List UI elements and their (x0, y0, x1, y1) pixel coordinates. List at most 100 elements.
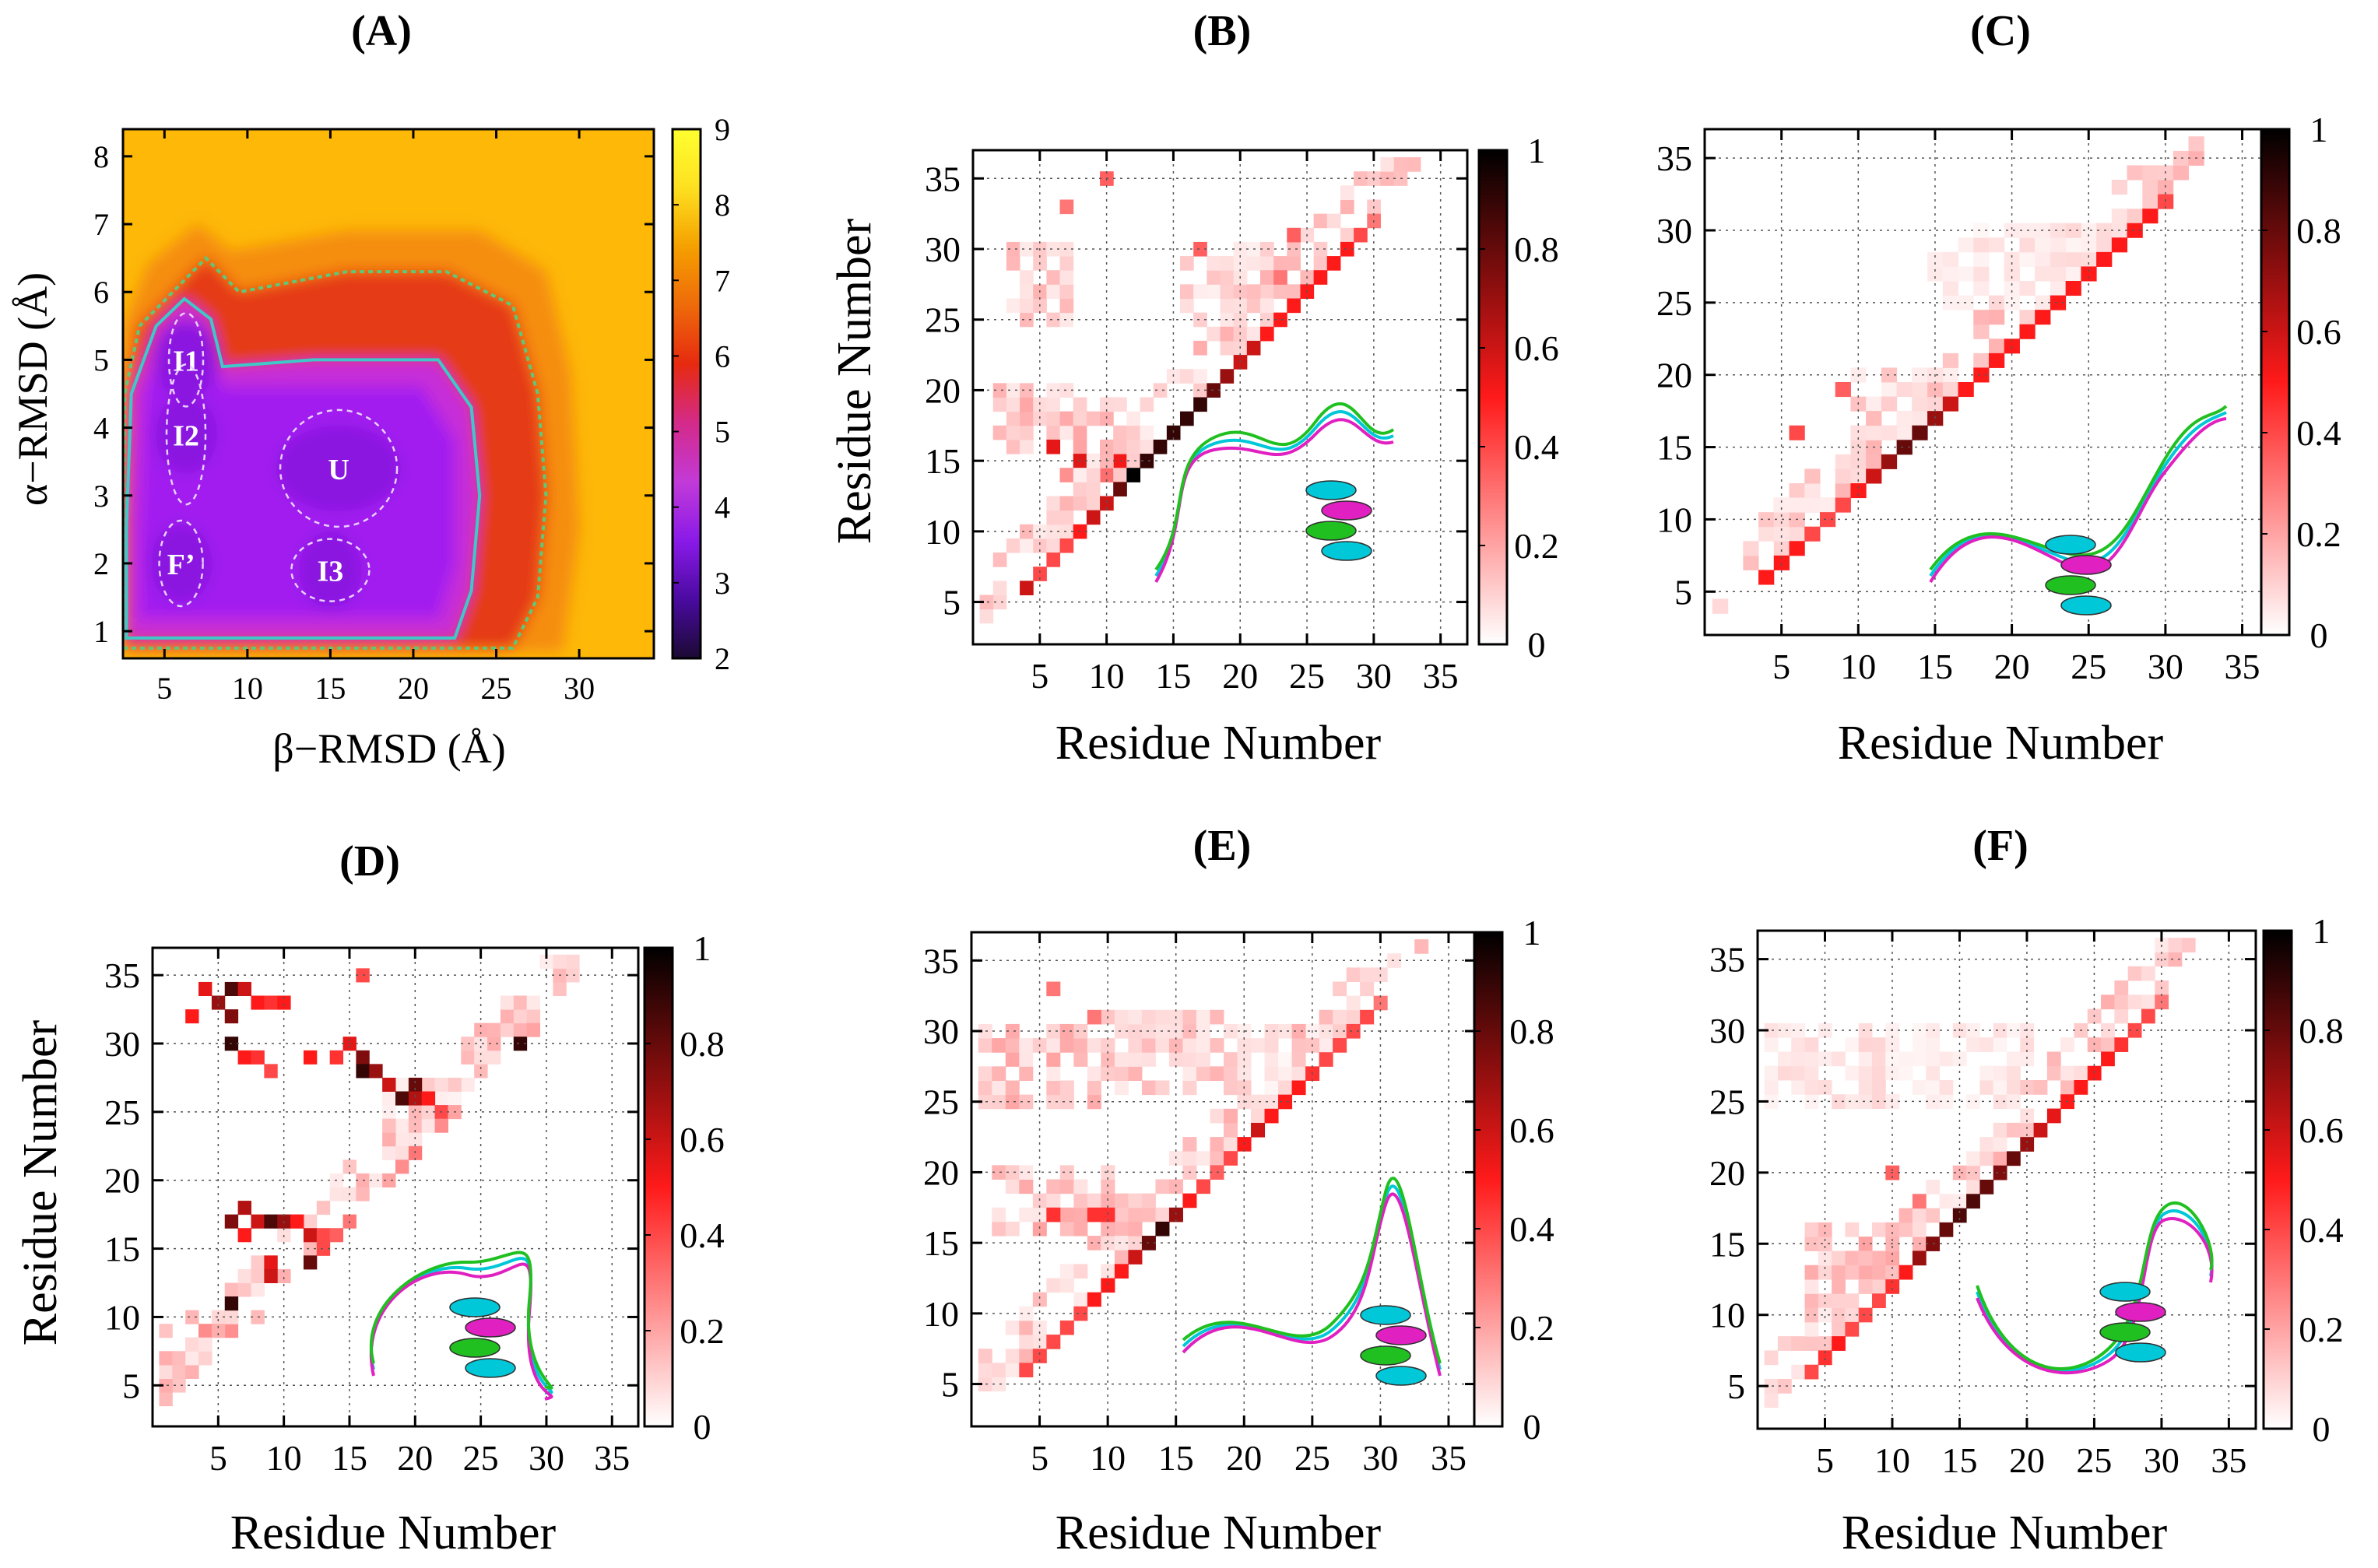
panel-b-contact-cell (1140, 425, 1154, 440)
panel-a-frame (121, 128, 655, 660)
panel-f-contact-cell (1872, 1080, 1886, 1095)
panel-e-contact-cell (1059, 1221, 1074, 1237)
panel-e-contact-cell (1141, 1080, 1156, 1096)
panel-a-x-tick-label: 25 (481, 671, 512, 706)
panel-f-x-tick-label: 20 (2009, 1440, 2045, 1480)
panel-f-contact-cell (1899, 1065, 1913, 1081)
panel-e-contact-cell (1251, 1094, 1266, 1110)
panel-a-y-tick-label: 4 (93, 411, 109, 446)
panel-f-contact-cell (1993, 1151, 2007, 1166)
panel-d-contact-cell (251, 1255, 265, 1270)
panel-e-x-tick-label: 35 (1431, 1438, 1466, 1478)
panel-d-contact-cell (421, 1105, 436, 1120)
panel-b-contact-cell (1046, 270, 1061, 285)
panel-f-contact-cell (2060, 1037, 2074, 1052)
panel-b-contact-cell (1100, 439, 1114, 454)
panel-e-contact-cell (1264, 1066, 1279, 1081)
panel-c-contact-cell (1850, 454, 1867, 469)
panel-c-contact-cell (1773, 512, 1790, 528)
panel-b-contact-cell (1113, 468, 1127, 482)
panel-b-y-tick-label: 10 (925, 512, 961, 552)
panel-f-y-tick-label: 20 (1709, 1153, 1745, 1193)
panel-e-diagonal-cell (1346, 1023, 1361, 1039)
panel-f-contact-cell (2168, 938, 2183, 952)
panel-f-grid (1758, 931, 2256, 1429)
panel-e-contact-cell (1141, 1009, 1156, 1025)
panel-b-diagonal-cell (1020, 581, 1034, 595)
panel-e-contact-cell (1005, 1094, 1020, 1110)
panel-f-contact-cell (1926, 1208, 1941, 1223)
panel-f-contact-cell (1979, 1065, 1994, 1081)
panel-d-diagonal-cell (382, 1173, 396, 1187)
panel-a-x-axis-label: β−RMSD (Å) (272, 725, 505, 772)
panel-e-contact-cell (1155, 1207, 1170, 1222)
panel-c-diagonal-cell (1989, 353, 2005, 368)
panel-d-contact-cell (172, 1364, 186, 1379)
panel-b-contact-cell (1086, 482, 1101, 496)
panel-d-contact-cell (513, 995, 528, 1010)
panel-c-contact-hotspot (1835, 382, 1851, 398)
panel-a-colorbar-tick-label: 9 (715, 112, 730, 147)
panel-d-diagonal-cell (434, 1118, 448, 1133)
panel-f-contact-cell (1993, 1094, 2007, 1110)
panel-e-contact-cell (1182, 1009, 1197, 1025)
panel-c-contact-cell (2004, 266, 2020, 282)
panel-f-contact-cell (1764, 1379, 1779, 1394)
panel-f-contact-cell (2007, 1080, 2021, 1095)
panel-b-diagonal-cell (1246, 340, 1261, 356)
panel-f-contact-cell (1885, 1065, 1900, 1081)
panel-c-x-tick-label: 5 (1772, 647, 1790, 686)
panel-f-diagonal-cell (2127, 1023, 2142, 1038)
panel-d-contact-cell (474, 1037, 488, 1051)
panel-a-basin-outline (158, 519, 204, 608)
panel-b-contact-cell (1259, 270, 1274, 285)
panel-b-contact-cell (1259, 284, 1274, 299)
panel-b-x-tick-label: 20 (1222, 656, 1258, 696)
panel-b-contact-cell (1020, 312, 1034, 328)
panel-d-colorbar-gradient (643, 946, 674, 1428)
panel-d-contact-cell (316, 1201, 331, 1215)
panel-c-contact-cell (1804, 468, 1821, 484)
panel-c-contact-cell (1973, 266, 1990, 282)
panel-b-contact-cell (1100, 468, 1114, 482)
panel-c-y-tick-label: 20 (1656, 356, 1692, 395)
panel-e-contact-cell (1128, 1221, 1143, 1237)
panel-f-colorbar-tick-label: 0 (2313, 1409, 2331, 1449)
panel-e-contact-cell (1128, 1066, 1143, 1081)
panel-f-colorbar-tick-label: 0.6 (2299, 1110, 2344, 1150)
panel-b-contact-cell (1220, 298, 1235, 314)
panel-f-diagonal-cell (1832, 1336, 1846, 1351)
panel-f-contact-cell (2114, 980, 2129, 995)
panel-a-x-tick-label: 5 (156, 671, 172, 706)
panel-c-contact-cell (1866, 396, 1882, 412)
panel-e-contact-cell (992, 1094, 1006, 1110)
panel-d-contact-hotspot (329, 1050, 344, 1065)
panel-d-contact-hotspot (237, 1201, 251, 1215)
panel-d-contact-cell (539, 954, 553, 969)
panel-e-diagonal-cell (1032, 1349, 1047, 1363)
panel-b-contact-cell (1046, 411, 1061, 426)
panel-b-diagonal-cell (1086, 510, 1101, 525)
panel-d-contact-cell (395, 1077, 409, 1092)
panel-f-contact-cell (1818, 1307, 1832, 1323)
panel-d-contact-cell (421, 1077, 436, 1092)
panel-title-c: (C) (1970, 7, 2031, 55)
panel-d-contact-cell (448, 1077, 462, 1092)
panel-f-contact-cell (1885, 1222, 1900, 1237)
panel-f-contact-cell (1777, 1065, 1792, 1081)
panel-c-colorbar-tick-label: 0.2 (2296, 514, 2341, 554)
panel-f-y-tick-label: 5 (1727, 1366, 1745, 1406)
panel-f-y-tick-label: 25 (1709, 1082, 1745, 1121)
panel-c-contact-cell (2019, 310, 2036, 325)
panel-b-contact-cell (1059, 284, 1074, 299)
panel-a-colorbar-tick-label: 2 (715, 641, 730, 676)
panel-e-contact-cell (978, 1094, 992, 1110)
panel-b-colorbar-tick-label: 0.6 (1514, 328, 1559, 368)
panel-b-contact-cell (1259, 298, 1274, 314)
panel-d-contact-cell (408, 1132, 423, 1147)
panel-c-x-tick-label: 15 (1917, 647, 1953, 686)
panel-e-contact-cell (1128, 1207, 1143, 1222)
panel-b-helix-ribbon (1305, 521, 1357, 541)
panel-d-contact-cell (408, 1118, 423, 1133)
panel-b-contact-cell (1059, 312, 1074, 328)
